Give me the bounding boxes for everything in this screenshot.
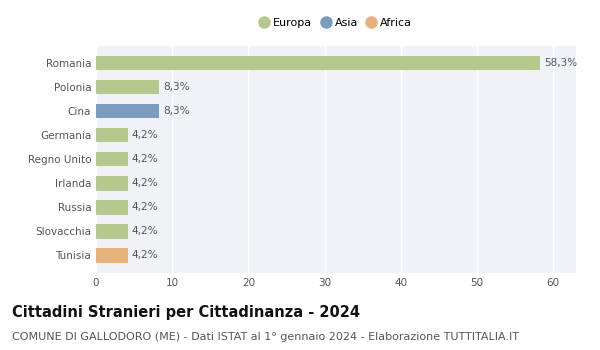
Bar: [96, 176, 128, 190]
Text: 4,2%: 4,2%: [132, 130, 158, 140]
Text: 4,2%: 4,2%: [132, 226, 158, 236]
Bar: [96, 56, 540, 70]
Text: 4,2%: 4,2%: [132, 178, 158, 188]
Legend: Europa, Asia, Africa: Europa, Asia, Africa: [257, 15, 415, 31]
Text: Cittadini Stranieri per Cittadinanza - 2024: Cittadini Stranieri per Cittadinanza - 2…: [12, 304, 360, 320]
Bar: [96, 104, 159, 118]
Bar: [96, 80, 159, 94]
Text: COMUNE DI GALLODORO (ME) - Dati ISTAT al 1° gennaio 2024 - Elaborazione TUTTITAL: COMUNE DI GALLODORO (ME) - Dati ISTAT al…: [12, 332, 519, 343]
Text: 4,2%: 4,2%: [132, 202, 158, 212]
Text: 8,3%: 8,3%: [163, 82, 190, 92]
Bar: [96, 248, 128, 262]
Text: 4,2%: 4,2%: [132, 251, 158, 260]
Bar: [96, 224, 128, 239]
Bar: [96, 128, 128, 142]
Text: 4,2%: 4,2%: [132, 154, 158, 164]
Text: 58,3%: 58,3%: [544, 58, 577, 68]
Text: 8,3%: 8,3%: [163, 106, 190, 116]
Bar: [96, 152, 128, 167]
Bar: [96, 200, 128, 215]
